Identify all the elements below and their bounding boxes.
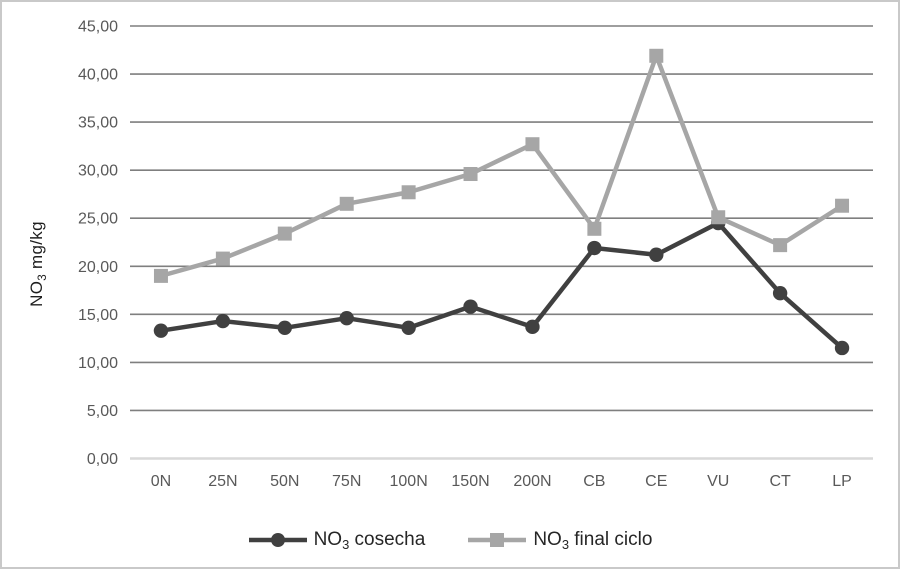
y-tick-label: 30,00 [78, 163, 118, 180]
legend-item-final-ciclo[interactable]: NO3 final ciclo [467, 529, 653, 553]
data-point-circle[interactable] [215, 313, 231, 329]
y-tick-label: 20,00 [78, 259, 118, 276]
legend-item-cosecha[interactable]: NO3 cosecha [248, 529, 426, 553]
legend-swatch-cosecha [248, 533, 307, 547]
data-point-circle[interactable] [525, 319, 540, 335]
chart-legend: NO3 cosecha NO3 final ciclo [2, 529, 898, 553]
x-tick-label: CE [645, 473, 667, 490]
data-point-circle[interactable] [649, 247, 664, 262]
x-tick-label: 75N [332, 473, 361, 490]
legend-square-marker-icon [490, 533, 505, 547]
data-point-square[interactable] [401, 185, 416, 200]
y-tick-label: 40,00 [78, 67, 118, 84]
legend-label-final-ciclo-suffix: final ciclo [569, 529, 653, 550]
data-point-circle[interactable] [772, 285, 788, 301]
data-point-square[interactable] [153, 268, 168, 283]
data-point-circle[interactable] [587, 240, 602, 256]
series-line-1 [158, 53, 845, 279]
data-point-square[interactable] [525, 137, 540, 152]
x-tick-label: 0N [151, 473, 171, 490]
data-point-square[interactable] [835, 198, 850, 213]
data-point-square[interactable] [215, 251, 230, 266]
data-point-square[interactable] [587, 221, 602, 236]
y-tick-label: 15,00 [78, 307, 118, 324]
legend-label-cosecha-subscript: 3 [342, 537, 350, 553]
x-tick-label: VU [707, 473, 729, 490]
data-point-square[interactable] [339, 196, 354, 211]
data-point-circle[interactable] [834, 340, 850, 356]
legend-label-cosecha: NO3 cosecha [313, 529, 426, 553]
data-point-circle[interactable] [401, 320, 416, 335]
x-tick-label: CB [583, 473, 605, 490]
data-point-circle[interactable] [277, 320, 292, 335]
data-point-circle[interactable] [153, 323, 169, 338]
x-tick-label: 150N [451, 473, 489, 490]
x-tick-label: 25N [208, 473, 237, 490]
data-point-circle[interactable] [463, 299, 478, 314]
y-tick-label: 0,00 [87, 451, 118, 468]
data-point-square[interactable] [277, 226, 292, 241]
legend-label-cosecha-prefix: NO [313, 529, 343, 550]
legend-label-final-ciclo: NO3 final ciclo [533, 529, 653, 553]
data-point-square[interactable] [711, 210, 726, 225]
x-tick-label: CT [769, 473, 791, 490]
y-tick-label: 45,00 [78, 19, 118, 36]
legend-label-final-ciclo-subscript: 3 [561, 537, 569, 553]
x-tick-label: 50N [270, 473, 299, 490]
y-tick-label: 25,00 [78, 211, 118, 228]
legend-swatch-final-ciclo [468, 533, 527, 547]
y-tick-label: 10,00 [78, 355, 118, 372]
series-line-0 [158, 220, 845, 351]
x-tick-label: LP [832, 473, 852, 490]
data-point-square[interactable] [649, 48, 664, 63]
y-tick-label: 5,00 [87, 403, 118, 420]
data-point-square[interactable] [463, 167, 478, 182]
legend-circle-marker-icon [270, 533, 285, 547]
x-tick-label: 100N [390, 473, 428, 490]
data-point-circle[interactable] [339, 310, 354, 326]
x-tick-label: 200N [513, 473, 551, 490]
legend-label-final-ciclo-prefix: NO [533, 529, 562, 550]
data-point-square[interactable] [773, 238, 788, 253]
legend-label-cosecha-suffix: cosecha [349, 529, 426, 550]
y-tick-label: 35,00 [78, 115, 118, 132]
